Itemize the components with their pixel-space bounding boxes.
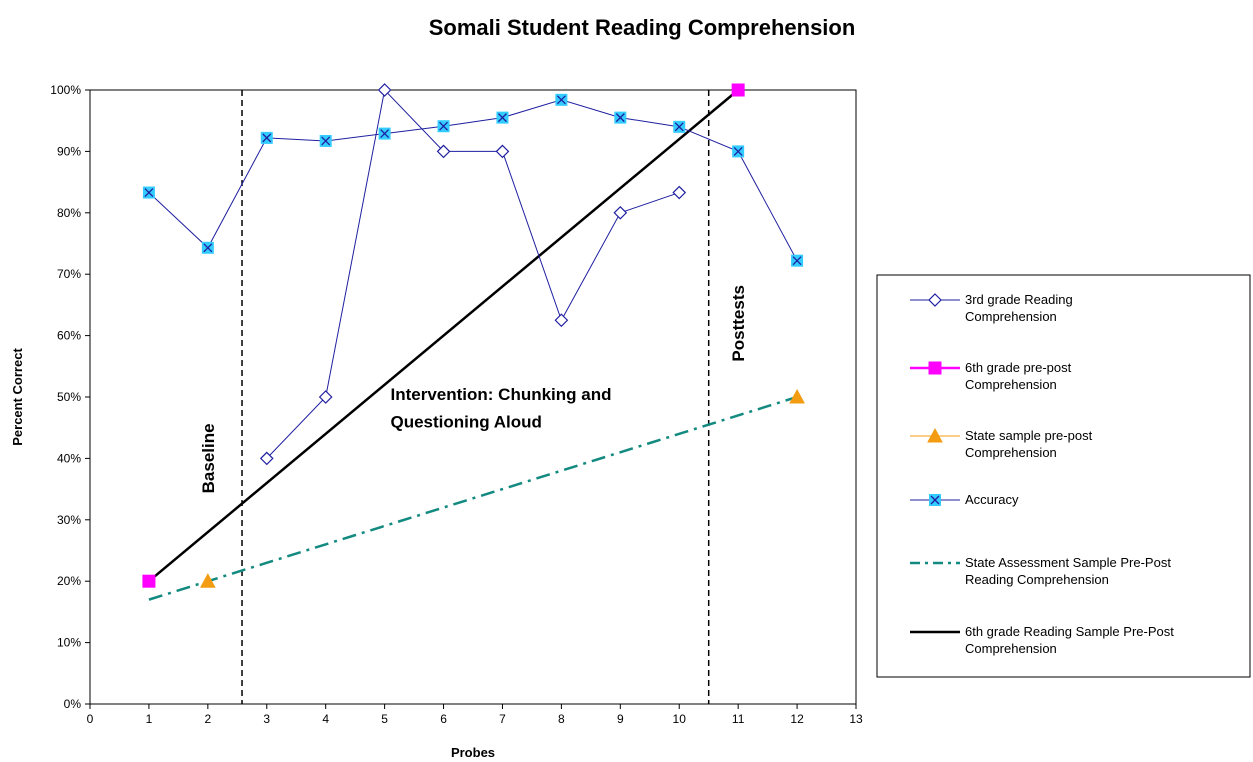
data-point	[554, 313, 569, 328]
legend-label: Reading Comprehension	[965, 572, 1109, 587]
y-tick-label: 80%	[57, 206, 81, 220]
x-tick-label: 7	[499, 712, 506, 726]
x-tick-label: 13	[849, 712, 863, 726]
data-point	[259, 451, 274, 466]
y-axis-label: Percent Correct	[10, 348, 25, 446]
y-tick-label: 60%	[57, 329, 81, 343]
data-point	[495, 144, 510, 159]
x-tick-label: 12	[790, 712, 804, 726]
annotation: Questioning Aloud	[391, 413, 542, 432]
series-line-5	[148, 89, 739, 583]
data-point	[319, 134, 332, 147]
markers-layer	[142, 83, 805, 588]
data-point	[378, 127, 391, 140]
data-point	[142, 186, 155, 199]
annotations: Baseline Intervention: Chunking and Questi…	[199, 285, 748, 493]
x-tick-label: 2	[205, 712, 212, 726]
x-tick-label: 4	[322, 712, 329, 726]
x-tick-label: 8	[558, 712, 565, 726]
y-tick-label: 90%	[57, 144, 81, 158]
x-tick-label: 1	[146, 712, 153, 726]
plot-area	[89, 89, 857, 705]
data-point	[437, 120, 450, 133]
data-point	[672, 185, 687, 200]
x-tick-label: 9	[617, 712, 624, 726]
legend-swatch-marker	[927, 427, 943, 443]
legend-swatch-marker	[928, 293, 942, 307]
legend-label: State Assessment Sample Pre-Post	[965, 555, 1171, 570]
legend-label: Comprehension	[965, 641, 1057, 656]
y-tick-label: 40%	[57, 451, 81, 465]
x-tick-label: 0	[87, 712, 94, 726]
data-point	[377, 83, 392, 97]
series-line-3	[148, 99, 798, 261]
x-axis-label: Probes	[451, 745, 495, 760]
legend-label: State sample pre-post	[965, 428, 1093, 443]
annotation: Baseline	[199, 423, 218, 493]
legend-label: Accuracy	[965, 492, 1019, 507]
data-point	[613, 205, 628, 220]
data-point	[732, 145, 745, 158]
annotation: Intervention: Chunking and	[391, 385, 612, 404]
legend-label: Comprehension	[965, 309, 1057, 324]
legend-swatch-marker	[928, 361, 942, 375]
phase-lines	[241, 90, 710, 704]
x-tick-label: 3	[263, 712, 270, 726]
legend-label: 3rd grade Reading	[965, 292, 1073, 307]
series-layer	[148, 88, 798, 601]
x-tick-label: 5	[381, 712, 388, 726]
data-point	[791, 254, 804, 267]
y-tick-label: 20%	[57, 574, 81, 588]
y-tick-label: 50%	[57, 390, 81, 404]
legend-box	[876, 274, 1251, 678]
data-point	[789, 388, 805, 404]
legend-swatch-marker	[929, 494, 941, 506]
x-tick-label: 10	[673, 712, 687, 726]
y-axis: 0% 10% 20% 30% 40% 50% 60% 70% 80% 90% 100%	[50, 83, 90, 711]
y-tick-label: 70%	[57, 267, 81, 281]
legend-label: 6th grade pre-post	[965, 360, 1072, 375]
chart-title: Somali Student Reading Comprehension	[429, 15, 856, 40]
data-point	[201, 241, 214, 254]
x-tick-label: 11	[732, 712, 745, 726]
legend-label: Comprehension	[965, 377, 1057, 392]
annotation: Posttests	[729, 285, 748, 362]
series-line-4	[148, 395, 798, 601]
legend: 3rd grade Reading Comprehension 6th grade …	[876, 274, 1251, 678]
data-point	[673, 120, 686, 133]
x-tick-label: 6	[440, 712, 447, 726]
data-point	[555, 93, 568, 106]
y-tick-label: 10%	[57, 636, 81, 650]
data-point	[142, 574, 156, 588]
data-point	[200, 573, 216, 588]
series-line-0	[266, 88, 680, 459]
data-point	[496, 111, 509, 124]
legend-label: 6th grade Reading Sample Pre-Post	[965, 624, 1174, 639]
x-axis: 0 1 2 3 4 5 6 7 8 9 10 11 12 13	[87, 704, 863, 726]
data-point	[318, 390, 333, 404]
y-tick-label: 100%	[50, 83, 81, 97]
data-point	[614, 111, 627, 124]
data-point	[731, 83, 745, 97]
y-tick-label: 30%	[57, 513, 81, 527]
y-tick-label: 0%	[64, 697, 82, 711]
data-point	[260, 131, 273, 144]
legend-label: Comprehension	[965, 445, 1057, 460]
data-point	[436, 144, 451, 159]
